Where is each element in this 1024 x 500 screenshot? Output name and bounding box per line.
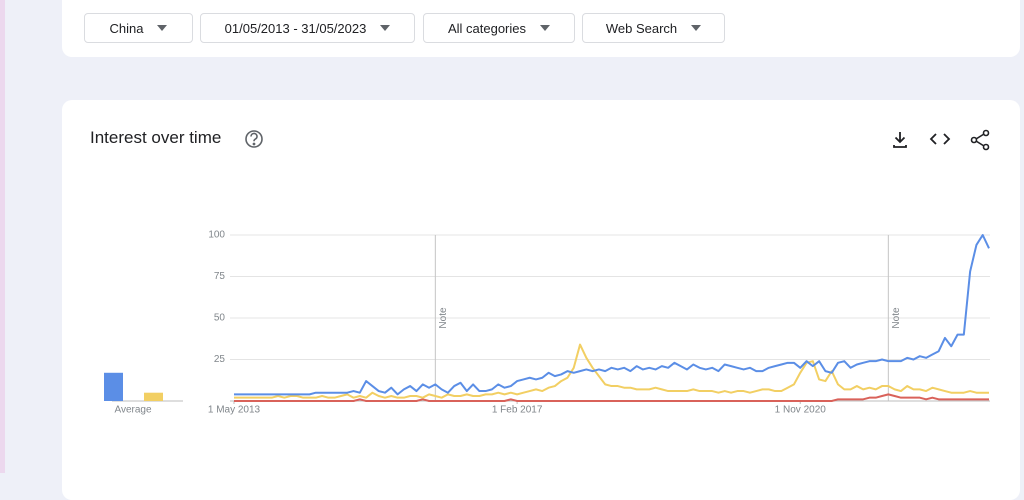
help-icon[interactable] xyxy=(245,130,263,148)
dropdown-arrow xyxy=(157,25,168,31)
y-tick-label: 75 xyxy=(214,271,226,282)
filter-text: China xyxy=(109,20,144,36)
embed-icon[interactable] xyxy=(929,133,951,145)
filter-text: Web Search xyxy=(605,20,678,36)
average-label: Average xyxy=(114,405,152,416)
note-label: Note xyxy=(438,307,449,329)
download-icon[interactable] xyxy=(893,132,907,148)
filter-text: All categories xyxy=(447,20,527,36)
chart: 25 50 75 100 1 May 2013 1 Feb 2017 1 Nov 2020 N… xyxy=(104,129,990,416)
dropdown-arrow xyxy=(540,25,551,31)
y-tick-label: 25 xyxy=(214,354,226,365)
country-filter[interactable]: China xyxy=(84,13,193,43)
x-tick-label: 1 Feb 2017 xyxy=(492,405,543,416)
trend-line xyxy=(234,393,989,402)
share-icon[interactable] xyxy=(970,129,990,151)
y-tick-label: 100 xyxy=(208,230,225,241)
side-strip xyxy=(0,0,5,473)
filter-card: China 01/05/2013 - 31/05/2023 All catego… xyxy=(62,0,1020,57)
average-bar xyxy=(144,392,163,401)
category-filter[interactable]: All categories xyxy=(423,13,575,43)
date-filter[interactable]: 01/05/2013 - 31/05/2023 xyxy=(200,13,415,43)
dropdown-arrow xyxy=(691,25,702,31)
y-tick-label: 50 xyxy=(214,313,226,324)
x-tick-label: 1 Nov 2020 xyxy=(775,405,827,416)
x-tick-label: 1 May 2013 xyxy=(208,405,261,416)
note-label: Note xyxy=(891,307,902,329)
average-bar xyxy=(104,372,123,401)
trend-line xyxy=(234,343,989,399)
card-title: Interest over time xyxy=(90,128,222,147)
trend-line xyxy=(234,234,990,396)
filter-text: 01/05/2013 - 31/05/2023 xyxy=(224,20,367,36)
chart-card: Interest over time xyxy=(62,100,1020,500)
dropdown-arrow xyxy=(380,25,391,31)
search-type-filter[interactable]: Web Search xyxy=(582,13,725,43)
